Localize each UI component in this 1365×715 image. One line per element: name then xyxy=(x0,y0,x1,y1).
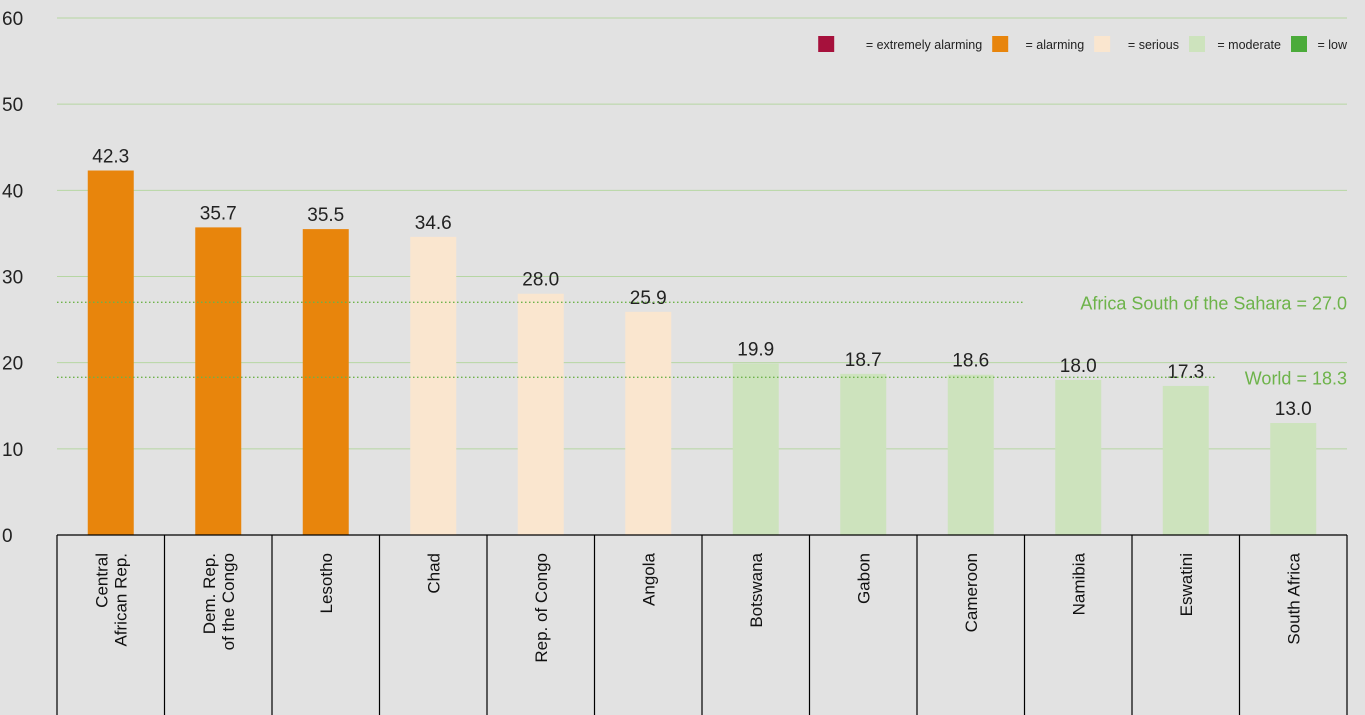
x-category-label: Dem. Rep.of the Congo xyxy=(200,553,238,650)
bar-value-label: 19.9 xyxy=(737,340,774,361)
bar xyxy=(625,311,672,535)
bar-value-label: 42.3 xyxy=(92,147,129,168)
x-category-label-line: Gabon xyxy=(854,553,873,604)
bar xyxy=(1055,379,1102,535)
x-category-label-line: Namibia xyxy=(1069,552,1088,615)
legend-label: = extremely alarming xyxy=(866,38,982,52)
bar-value-label: 28.0 xyxy=(522,270,559,291)
x-category-label: Gabon xyxy=(854,553,873,604)
x-category-label: Cameroon xyxy=(962,553,981,632)
y-tick-label: 20 xyxy=(2,354,23,375)
x-category-label-line: Chad xyxy=(424,553,443,594)
bar xyxy=(840,373,887,535)
bar-value-label: 34.6 xyxy=(415,213,452,234)
x-category-label: Eswatini xyxy=(1177,553,1196,616)
x-category-label-line: Botswana xyxy=(747,552,766,627)
bar xyxy=(195,227,242,535)
bar xyxy=(1162,385,1209,535)
x-category-label-line: Angola xyxy=(639,552,658,605)
y-tick-label: 10 xyxy=(2,440,23,461)
y-tick-label: 30 xyxy=(2,268,23,289)
legend-swatch xyxy=(992,36,1009,52)
x-category-label: CentralAfrican Rep. xyxy=(92,553,130,647)
x-category-label-line: Dem. Rep. xyxy=(200,553,219,634)
bar-value-label: 35.5 xyxy=(307,205,344,226)
bar-value-label: 35.7 xyxy=(200,203,237,224)
x-category-label: Angola xyxy=(639,552,658,605)
legend-swatch xyxy=(818,36,835,52)
y-tick-label: 60 xyxy=(2,9,23,30)
bar xyxy=(1270,422,1317,535)
x-category-label-line: Central xyxy=(92,553,111,608)
legend-label: = moderate xyxy=(1217,38,1281,52)
bar xyxy=(517,293,564,535)
legend-swatch xyxy=(1291,36,1307,52)
bar xyxy=(87,170,134,535)
x-category-label-line: South Africa xyxy=(1284,552,1303,644)
x-category-label: Botswana xyxy=(747,552,766,627)
x-category-label: Rep. of Congo xyxy=(532,553,551,663)
x-category-label-line: Rep. of Congo xyxy=(532,553,551,663)
bar-value-label: 25.9 xyxy=(630,288,667,309)
y-tick-label: 0 xyxy=(2,526,13,547)
legend-label: = low xyxy=(1317,38,1348,52)
bar-value-label: 18.7 xyxy=(845,350,882,371)
bar xyxy=(410,236,457,535)
legend-swatch xyxy=(1094,36,1111,52)
x-category-label: South Africa xyxy=(1284,552,1303,644)
x-category-label-line: Cameroon xyxy=(962,553,981,632)
x-category-label: Lesotho xyxy=(317,553,336,614)
legend-label: = serious xyxy=(1128,38,1179,52)
bar xyxy=(947,374,994,535)
bar-value-label: 17.3 xyxy=(1167,362,1204,383)
legend-label: = alarming xyxy=(1025,38,1084,52)
x-category-label: Chad xyxy=(424,553,443,594)
x-category-label-line: of the Congo xyxy=(219,553,238,650)
bar xyxy=(302,229,349,535)
bar-value-label: 18.0 xyxy=(1060,356,1097,377)
legend-swatch xyxy=(1189,36,1205,52)
bar-value-label: 18.6 xyxy=(952,351,989,372)
x-category-label-line: Lesotho xyxy=(317,553,336,614)
reference-line-label: Africa South of the Sahara = 27.0 xyxy=(1080,293,1347,313)
x-category-label-line: African Rep. xyxy=(111,553,130,647)
bar-value-label: 13.0 xyxy=(1275,399,1312,420)
y-tick-label: 50 xyxy=(2,95,23,116)
reference-line-label: World = 18.3 xyxy=(1245,368,1347,388)
x-category-label: Namibia xyxy=(1069,552,1088,615)
x-category-label-line: Eswatini xyxy=(1177,553,1196,616)
y-tick-label: 40 xyxy=(2,181,23,202)
bar xyxy=(732,363,779,535)
